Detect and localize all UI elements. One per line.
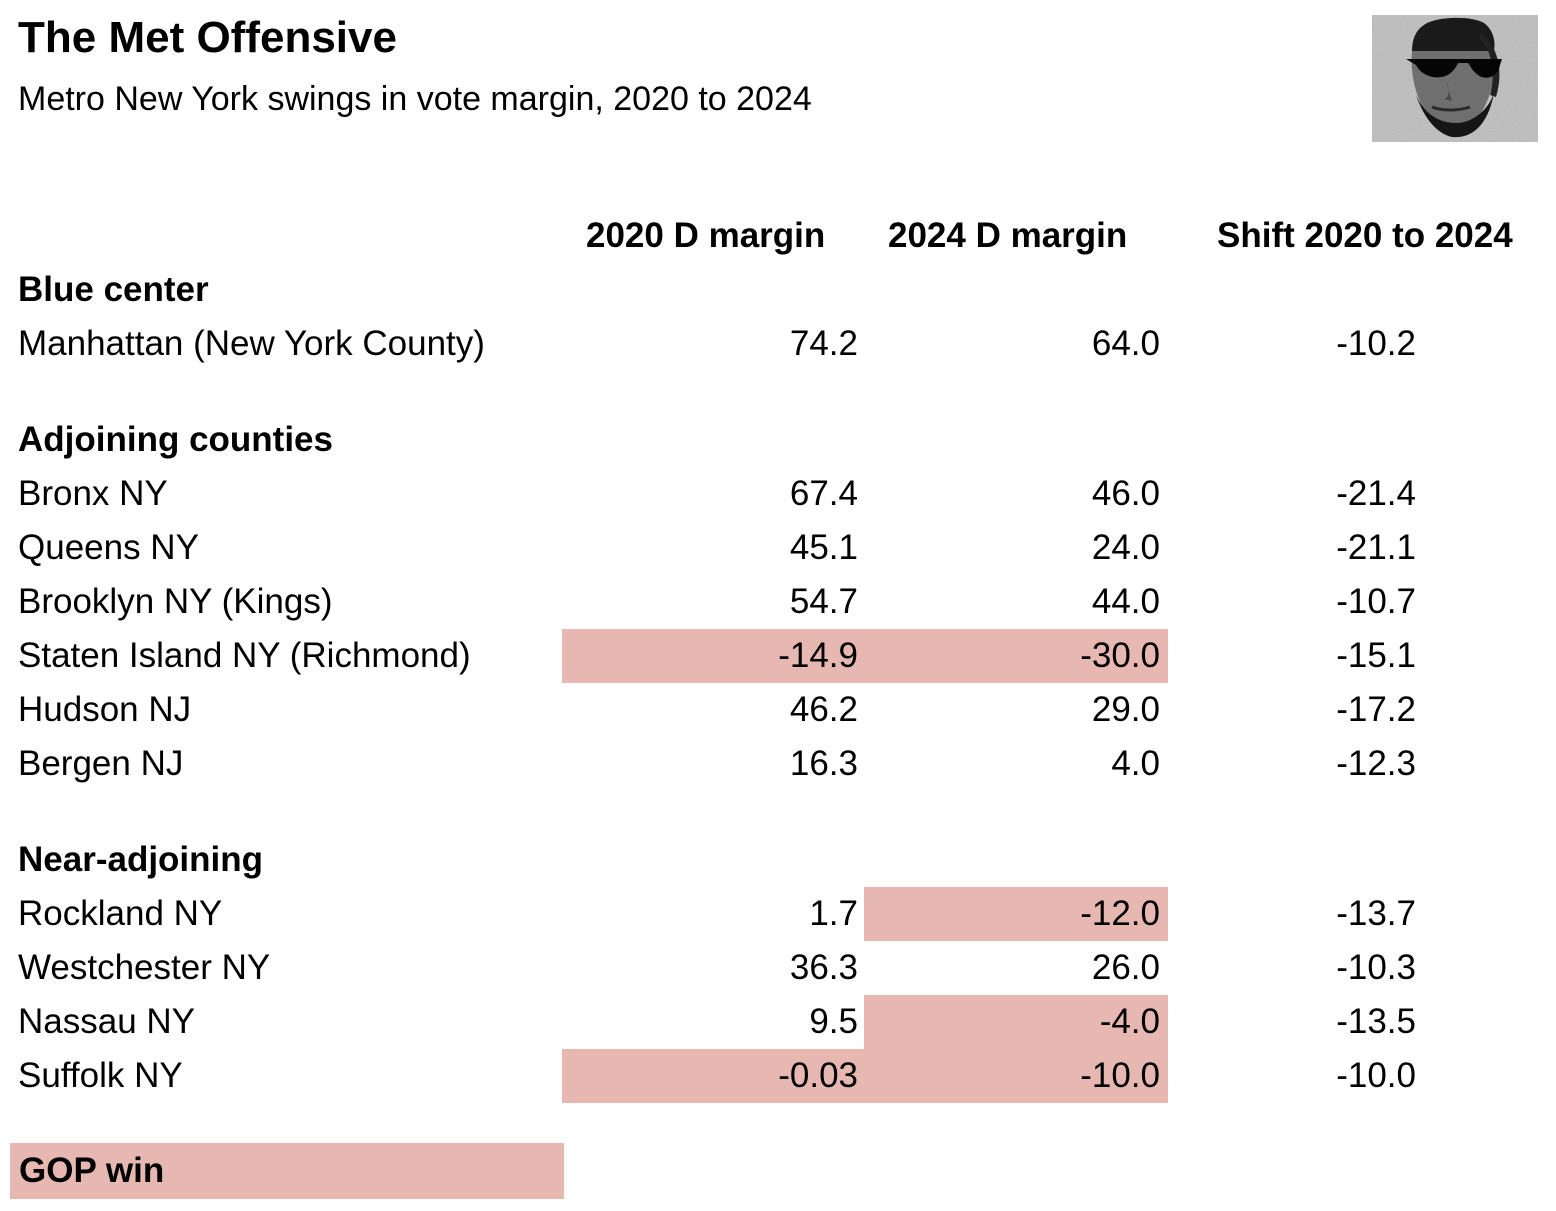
section-header: Near-adjoining — [0, 833, 1556, 887]
table-row: Nassau NY 9.5 -4.0 -13.5 — [0, 995, 1556, 1049]
county-label: Nassau NY — [18, 1002, 196, 1041]
table-row: Staten Island NY (Richmond) -14.9 -30.0 … — [0, 629, 1556, 683]
margin-2020-cell: 46.2 — [789, 690, 858, 729]
county-label: Bronx NY — [18, 474, 168, 513]
margin-2020-cell: 67.4 — [789, 474, 858, 513]
table-row: Hudson NJ 46.2 29.0 -17.2 — [0, 683, 1556, 737]
margin-2020-cell: 74.2 — [789, 324, 858, 363]
shift-cell: -10.2 — [1336, 324, 1416, 363]
margin-2020-cell: 16.3 — [789, 744, 858, 783]
shift-cell: -21.1 — [1336, 528, 1416, 567]
table-row: Manhattan (New York County) 74.2 64.0 -1… — [0, 317, 1556, 371]
margin-2024-cell: -12.0 — [864, 887, 1168, 941]
column-header-2024: 2024 D margin — [888, 216, 1128, 255]
margin-2020-cell: -14.9 — [562, 629, 864, 683]
margin-2020-cell: 54.7 — [789, 582, 858, 621]
margin-2024-cell: 46.0 — [1091, 474, 1160, 513]
gop-win-legend: GOP win — [10, 1143, 564, 1199]
section-label: Near-adjoining — [18, 840, 264, 879]
margin-2024-cell: 26.0 — [1091, 948, 1160, 987]
shift-cell: -10.0 — [1336, 1056, 1416, 1095]
shift-cell: -15.1 — [1336, 636, 1416, 675]
county-label: Manhattan (New York County) — [18, 324, 485, 363]
legend-label: GOP win — [19, 1151, 165, 1190]
county-label: Brooklyn NY (Kings) — [18, 582, 333, 621]
county-label: Staten Island NY (Richmond) — [18, 636, 471, 675]
margin-2020-cell: 9.5 — [809, 1002, 858, 1041]
shift-cell: -12.3 — [1336, 744, 1416, 783]
table-row: Bronx NY 67.4 46.0 -21.4 — [0, 467, 1556, 521]
margin-2024-cell: 24.0 — [1091, 528, 1160, 567]
column-header-2020: 2020 D margin — [586, 216, 826, 255]
margin-2020-cell: 45.1 — [789, 528, 858, 567]
margin-2024-cell: 29.0 — [1091, 690, 1160, 729]
table-row: Brooklyn NY (Kings) 54.7 44.0 -10.7 — [0, 575, 1556, 629]
shift-cell: -13.5 — [1336, 1002, 1416, 1041]
county-label: Bergen NJ — [18, 744, 184, 783]
table-row: Westchester NY 36.3 26.0 -10.3 — [0, 941, 1556, 995]
chart-title: The Met Offensive — [18, 13, 397, 62]
column-header-shift: Shift 2020 to 2024 — [1217, 216, 1513, 255]
chart-subtitle: Metro New York swings in vote margin, 20… — [18, 80, 812, 118]
county-label: Westchester NY — [18, 948, 271, 987]
margin-2024-cell: -30.0 — [864, 629, 1168, 683]
margin-2020-cell: 36.3 — [789, 948, 858, 987]
margin-2024-cell: -4.0 — [864, 995, 1168, 1049]
section-label: Blue center — [18, 270, 209, 309]
shift-cell: -13.7 — [1336, 894, 1416, 933]
county-label: Hudson NJ — [18, 690, 192, 729]
section-label: Adjoining counties — [18, 420, 333, 459]
margin-2024-cell: -10.0 — [864, 1049, 1168, 1103]
margin-2024-cell: 64.0 — [1091, 324, 1160, 363]
shift-cell: -17.2 — [1336, 690, 1416, 729]
table-row: Bergen NJ 16.3 4.0 -12.3 — [0, 737, 1556, 791]
margin-2024-cell: 4.0 — [1111, 744, 1160, 783]
table-row: Rockland NY 1.7 -12.0 -13.7 — [0, 887, 1556, 941]
section-header: Blue center — [0, 263, 1556, 317]
county-label: Suffolk NY — [18, 1056, 183, 1095]
county-label: Queens NY — [18, 528, 199, 567]
table-row: Suffolk NY -0.03 -10.0 -10.0 — [0, 1049, 1556, 1103]
shift-cell: -10.3 — [1336, 948, 1416, 987]
section-header: Adjoining counties — [0, 413, 1556, 467]
margin-2024-cell: 44.0 — [1091, 582, 1160, 621]
lincoln-sunglasses-portrait-icon — [1372, 15, 1538, 142]
shift-cell: -10.7 — [1336, 582, 1416, 621]
table-row: Queens NY 45.1 24.0 -21.1 — [0, 521, 1556, 575]
margin-2020-cell: 1.7 — [809, 894, 858, 933]
shift-cell: -21.4 — [1336, 474, 1416, 513]
county-label: Rockland NY — [18, 894, 223, 933]
margin-2020-cell: -0.03 — [562, 1049, 864, 1103]
